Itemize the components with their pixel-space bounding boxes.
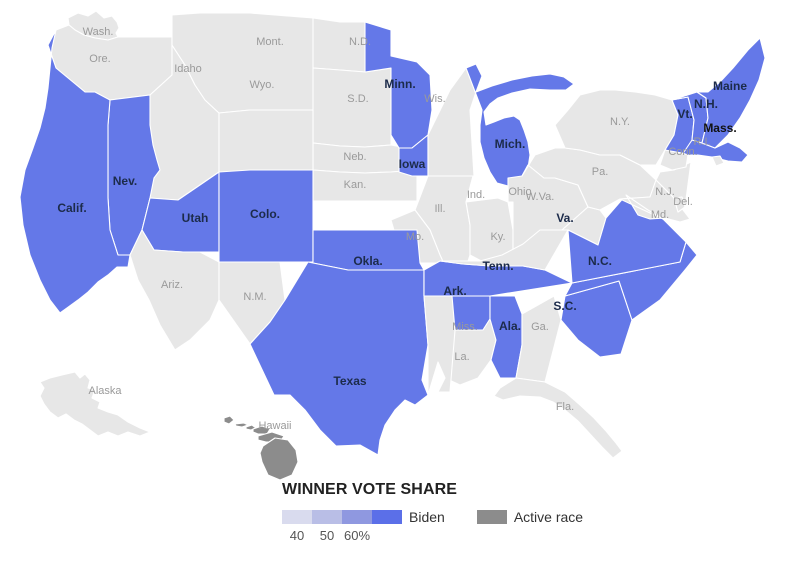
svg-text:La.: La. bbox=[454, 351, 469, 363]
svg-text:Mont.: Mont. bbox=[256, 36, 284, 48]
svg-text:Va.: Va. bbox=[556, 211, 573, 225]
svg-text:Texas: Texas bbox=[333, 374, 366, 388]
svg-text:Mo.: Mo. bbox=[406, 231, 424, 243]
svg-text:Miss.: Miss. bbox=[452, 321, 478, 333]
svg-text:Wash.: Wash. bbox=[83, 26, 114, 38]
svg-text:Mass.: Mass. bbox=[703, 121, 736, 135]
svg-text:N.Y.: N.Y. bbox=[610, 116, 630, 128]
svg-text:Vt.: Vt. bbox=[677, 107, 692, 121]
svg-text:Md.: Md. bbox=[651, 209, 669, 221]
svg-text:Utah: Utah bbox=[182, 211, 209, 225]
svg-text:N.M.: N.M. bbox=[243, 291, 266, 303]
svg-text:Ala.: Ala. bbox=[499, 319, 521, 333]
svg-text:Ga.: Ga. bbox=[531, 321, 549, 333]
svg-text:Fla.: Fla. bbox=[556, 401, 574, 413]
svg-text:Ind.: Ind. bbox=[467, 189, 485, 201]
svg-text:Ariz.: Ariz. bbox=[161, 279, 183, 291]
svg-text:Minn.: Minn. bbox=[384, 77, 415, 91]
svg-text:Ill.: Ill. bbox=[435, 203, 446, 215]
svg-text:Ore.: Ore. bbox=[89, 53, 110, 65]
svg-text:Okla.: Okla. bbox=[353, 254, 382, 268]
svg-text:S.D.: S.D. bbox=[347, 93, 368, 105]
svg-text:Kan.: Kan. bbox=[344, 179, 367, 191]
svg-text:N.C.: N.C. bbox=[588, 254, 612, 268]
svg-text:Idaho: Idaho bbox=[174, 63, 202, 75]
svg-text:Neb.: Neb. bbox=[343, 151, 366, 163]
svg-text:N.J.: N.J. bbox=[655, 186, 675, 198]
svg-text:N.D.: N.D. bbox=[349, 36, 371, 48]
svg-text:Hawaii: Hawaii bbox=[258, 420, 291, 432]
svg-text:Ohio: Ohio bbox=[508, 186, 531, 198]
svg-text:Mich.: Mich. bbox=[495, 137, 526, 151]
svg-text:Ark.: Ark. bbox=[443, 284, 466, 298]
svg-text:Alaska: Alaska bbox=[88, 385, 122, 397]
svg-text:Ky.: Ky. bbox=[490, 231, 505, 243]
svg-text:Nev.: Nev. bbox=[113, 174, 137, 188]
svg-text:N.H.: N.H. bbox=[694, 97, 718, 111]
svg-text:Colo.: Colo. bbox=[250, 207, 280, 221]
svg-text:Calif.: Calif. bbox=[57, 201, 86, 215]
svg-text:Maine: Maine bbox=[713, 79, 747, 93]
svg-text:Del.: Del. bbox=[673, 196, 693, 208]
svg-text:Tenn.: Tenn. bbox=[482, 259, 513, 273]
svg-text:S.C.: S.C. bbox=[553, 299, 576, 313]
svg-text:Pa.: Pa. bbox=[592, 166, 609, 178]
svg-text:R.I.: R.I. bbox=[693, 136, 710, 148]
svg-text:Iowa: Iowa bbox=[399, 157, 426, 171]
svg-text:Wis.: Wis. bbox=[424, 93, 445, 105]
svg-text:Wyo.: Wyo. bbox=[250, 79, 275, 91]
